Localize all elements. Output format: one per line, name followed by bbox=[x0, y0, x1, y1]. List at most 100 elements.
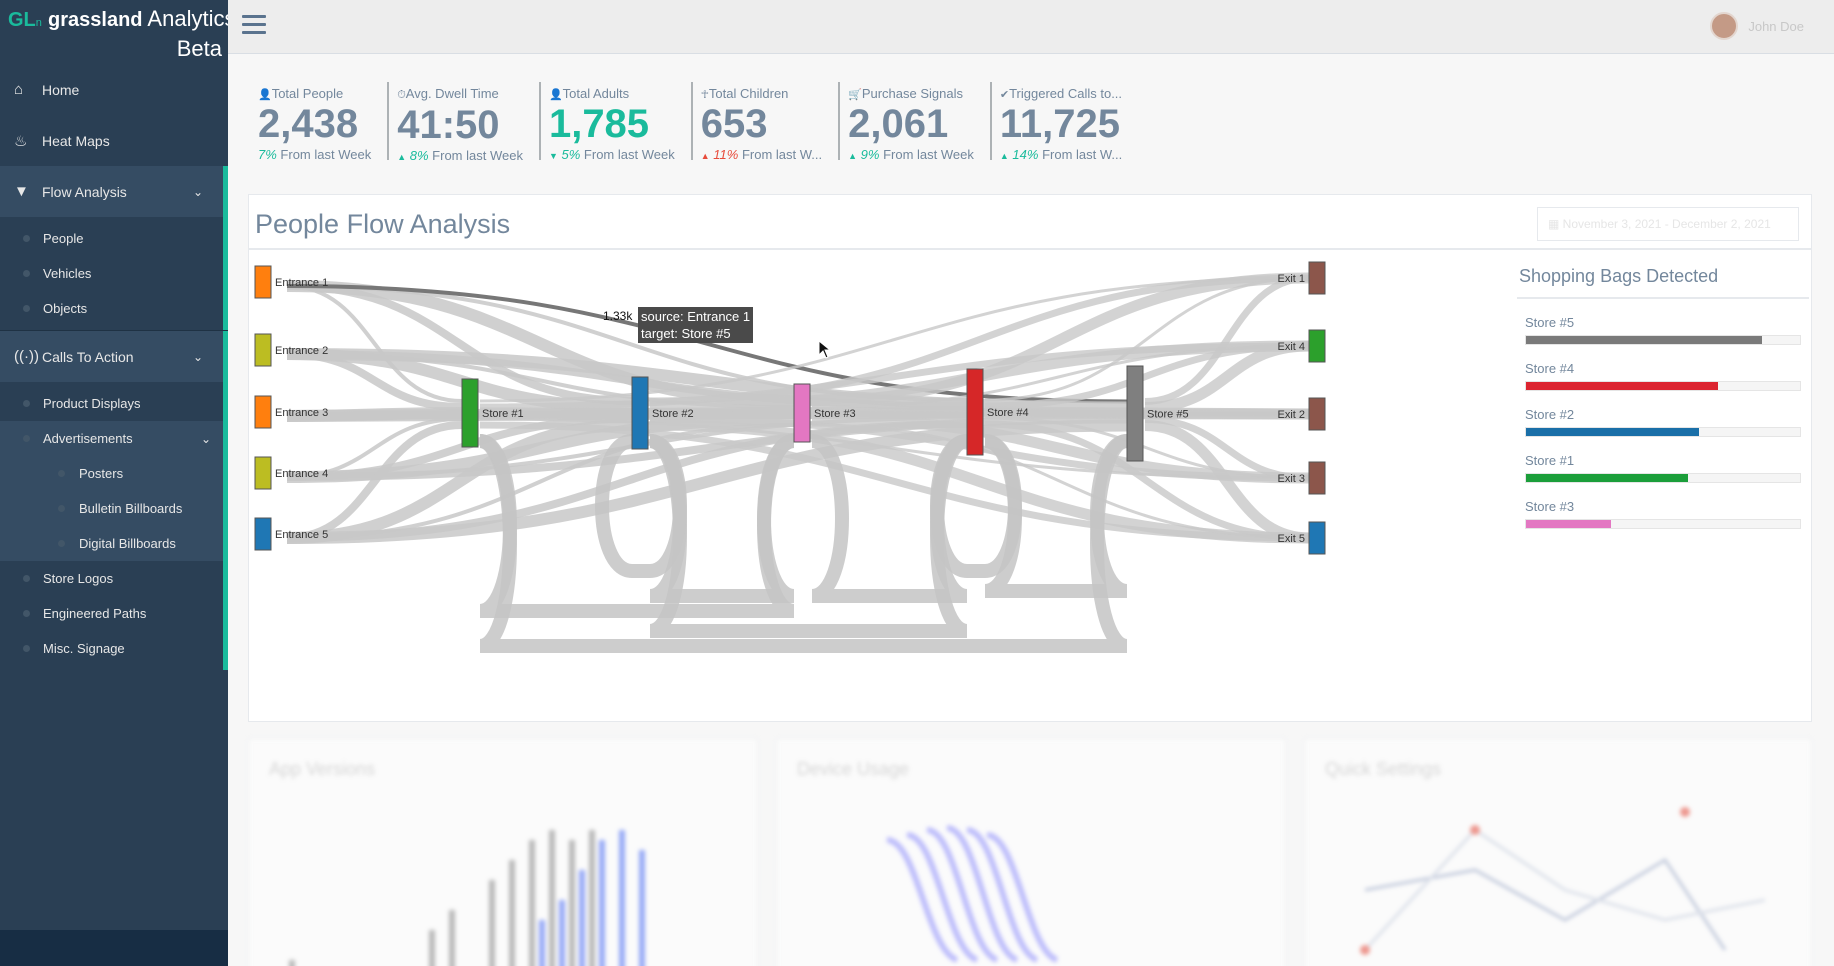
tooltip-target: target: Store #5 bbox=[641, 326, 731, 341]
area-chart-preview bbox=[886, 825, 1059, 963]
stat-value: 11,725 bbox=[999, 102, 1120, 146]
sankey-node-label: Exit 4 bbox=[1277, 341, 1305, 353]
nav-vehicles[interactable]: Vehicles bbox=[0, 256, 223, 291]
bag-item: Store #3 bbox=[1517, 499, 1809, 529]
bag-store-name: Store #2 bbox=[1525, 407, 1575, 422]
menu-toggle-icon[interactable] bbox=[242, 15, 266, 37]
stat-suffix: From last Week bbox=[432, 148, 523, 163]
user-menu[interactable]: John Doe bbox=[1710, 12, 1804, 40]
shopping-bags-panel: Shopping Bags Detected Store #5 Store #4 S… bbox=[1517, 251, 1809, 529]
arrow-up-icon: ▲ bbox=[848, 151, 858, 161]
sankey-node-label: Entrance 3 bbox=[275, 407, 328, 419]
stat-footer: ▼ 5% From last Week bbox=[549, 147, 675, 162]
nav-objects[interactable]: Objects bbox=[0, 291, 223, 326]
nav-bulletin-billboards[interactable]: Bulletin Billboards bbox=[0, 491, 223, 526]
stat-value: 2,438 bbox=[258, 102, 359, 146]
sidebar: GLn grassland Analytics Beta ⌂ Home ♨ He… bbox=[0, 0, 235, 966]
sankey-node-entrance bbox=[254, 517, 272, 551]
bag-progress-fill bbox=[1526, 474, 1688, 482]
stat-suffix: From last Week bbox=[280, 147, 372, 162]
avatar bbox=[1710, 12, 1739, 40]
nav-engineered-paths[interactable]: Engineered Paths bbox=[0, 596, 223, 631]
sankey-link bbox=[984, 276, 1310, 402]
stat-tile: 👤Total People 2,438 7% From last Week bbox=[250, 82, 390, 162]
sankey-node-entrance bbox=[254, 456, 272, 490]
sankey-node-store bbox=[793, 383, 811, 443]
nav-posters[interactable]: Posters bbox=[0, 456, 223, 491]
sankey-link bbox=[286, 280, 795, 407]
shopping-bags-title: Shopping Bags Detected bbox=[1517, 251, 1809, 299]
sankey-node-label: Entrance 2 bbox=[275, 345, 328, 357]
brand[interactable]: GLn grassland Analytics Beta bbox=[0, 0, 235, 61]
sankey-node-store bbox=[461, 378, 479, 448]
sankey-node-exit bbox=[1308, 329, 1326, 363]
nav-digital-billboards[interactable]: Digital Billboards bbox=[0, 526, 223, 561]
sankey-link bbox=[649, 274, 1310, 405]
sankey-tooltip: source: Entrance 1 target: Store #5 bbox=[638, 307, 754, 343]
sankey-node-label: Store #2 bbox=[652, 408, 694, 420]
sankey-chart[interactable]: Entrance 1 Entrance 2 Entrance 3 Entrance 4… bbox=[249, 251, 1517, 721]
nav-home[interactable]: ⌂ Home bbox=[0, 64, 228, 115]
bottom-panel-title: Quick Settings bbox=[1325, 759, 1442, 779]
bag-progress-track bbox=[1525, 473, 1801, 483]
cart-icon: 🛒 bbox=[848, 89, 862, 101]
bag-progress-fill bbox=[1526, 336, 1762, 344]
bag-progress-fill bbox=[1526, 382, 1718, 390]
nav-advertisements[interactable]: Advertisements ⌄ bbox=[0, 421, 223, 456]
line-chart-preview bbox=[1360, 807, 1766, 955]
nav-misc-signage[interactable]: Misc. Signage bbox=[0, 631, 223, 666]
sankey-node-label: Entrance 4 bbox=[275, 468, 328, 480]
bag-store-name: Store #3 bbox=[1525, 499, 1575, 514]
brand-suffix: Analytics bbox=[147, 6, 236, 31]
arrow-down-icon: ▼ bbox=[548, 151, 558, 161]
bag-item: Store #5 bbox=[1517, 315, 1809, 345]
nav-flow-analysis-label: Flow Analysis bbox=[42, 183, 127, 200]
sankey-node-label: Exit 5 bbox=[1277, 533, 1305, 545]
chevron-down-icon: ⌄ bbox=[192, 184, 203, 199]
sankey-link bbox=[1144, 420, 1310, 544]
nav-people[interactable]: People bbox=[0, 221, 223, 256]
bottom-panel-quick-settings: Quick Settings bbox=[1304, 738, 1812, 966]
nav-heat-maps[interactable]: ♨ Heat Maps bbox=[0, 115, 228, 166]
stat-suffix: From last W... bbox=[741, 147, 823, 162]
nav-store-logos[interactable]: Store Logos bbox=[0, 561, 223, 596]
check-circle-icon: ✔ bbox=[999, 89, 1010, 101]
stat-value: 1,785 bbox=[548, 102, 650, 146]
nav-flow-analysis[interactable]: ▼ Flow Analysis ⌄ bbox=[0, 166, 228, 217]
sankey-node-label: Exit 2 bbox=[1277, 409, 1305, 421]
sankey-link bbox=[1144, 412, 1310, 416]
stat-percent: 5% bbox=[561, 147, 581, 162]
stat-percent: 7% bbox=[258, 147, 277, 162]
sankey-loop-link bbox=[810, 434, 969, 603]
date-range-picker[interactable]: ▦ November 3, 2021 - December 2, 2021 bbox=[1537, 207, 1799, 241]
stat-footer: ▲ 14% From last W... bbox=[1000, 147, 1122, 162]
stat-percent: 8% bbox=[409, 148, 429, 163]
sankey-node-store bbox=[966, 368, 984, 456]
bag-progress-track bbox=[1525, 381, 1801, 391]
sankey-node-exit bbox=[1308, 461, 1326, 495]
chevron-down-icon: ⌄ bbox=[200, 431, 211, 446]
nav-calls-to-action-label: Calls To Action bbox=[42, 348, 134, 365]
bottom-panel-title: Device Usage bbox=[797, 759, 910, 779]
bag-item: Store #1 bbox=[1517, 453, 1809, 483]
stat-footer: ▲ 11% From last W... bbox=[701, 147, 822, 162]
sankey-node-exit bbox=[1308, 397, 1326, 431]
bag-item: Store #2 bbox=[1517, 407, 1809, 437]
stat-label: 🛒Purchase Signals bbox=[848, 86, 963, 101]
nav-calls-to-action[interactable]: ((·)) Calls To Action ⌄ bbox=[0, 331, 228, 382]
bag-progress-track bbox=[1525, 519, 1801, 529]
stat-label: 👤Total People bbox=[258, 86, 344, 101]
stat-tile: 🛒Purchase Signals 2,061 ▲ 9% From last Wee… bbox=[840, 82, 992, 162]
sankey-node-store bbox=[631, 376, 649, 450]
date-range-text: November 3, 2021 - December 2, 2021 bbox=[1562, 217, 1771, 231]
stat-tile: ⏱Avg. Dwell Time 41:50 ▲ 8% From last Week bbox=[389, 82, 541, 163]
bottom-panel-device-usage: Device Usage bbox=[776, 738, 1286, 966]
nav-product-displays[interactable]: Product Displays bbox=[0, 386, 223, 421]
stat-suffix: From last Week bbox=[583, 147, 675, 162]
sankey-link bbox=[984, 416, 1310, 480]
sankey-node-label: Store #3 bbox=[814, 408, 856, 420]
sankey-link bbox=[811, 272, 1310, 407]
stat-tile: 👤Total Adults 1,785 ▼ 5% From last Week bbox=[541, 82, 693, 162]
person-icon: 👤 bbox=[548, 89, 563, 101]
stat-suffix: From last Week bbox=[883, 147, 974, 162]
